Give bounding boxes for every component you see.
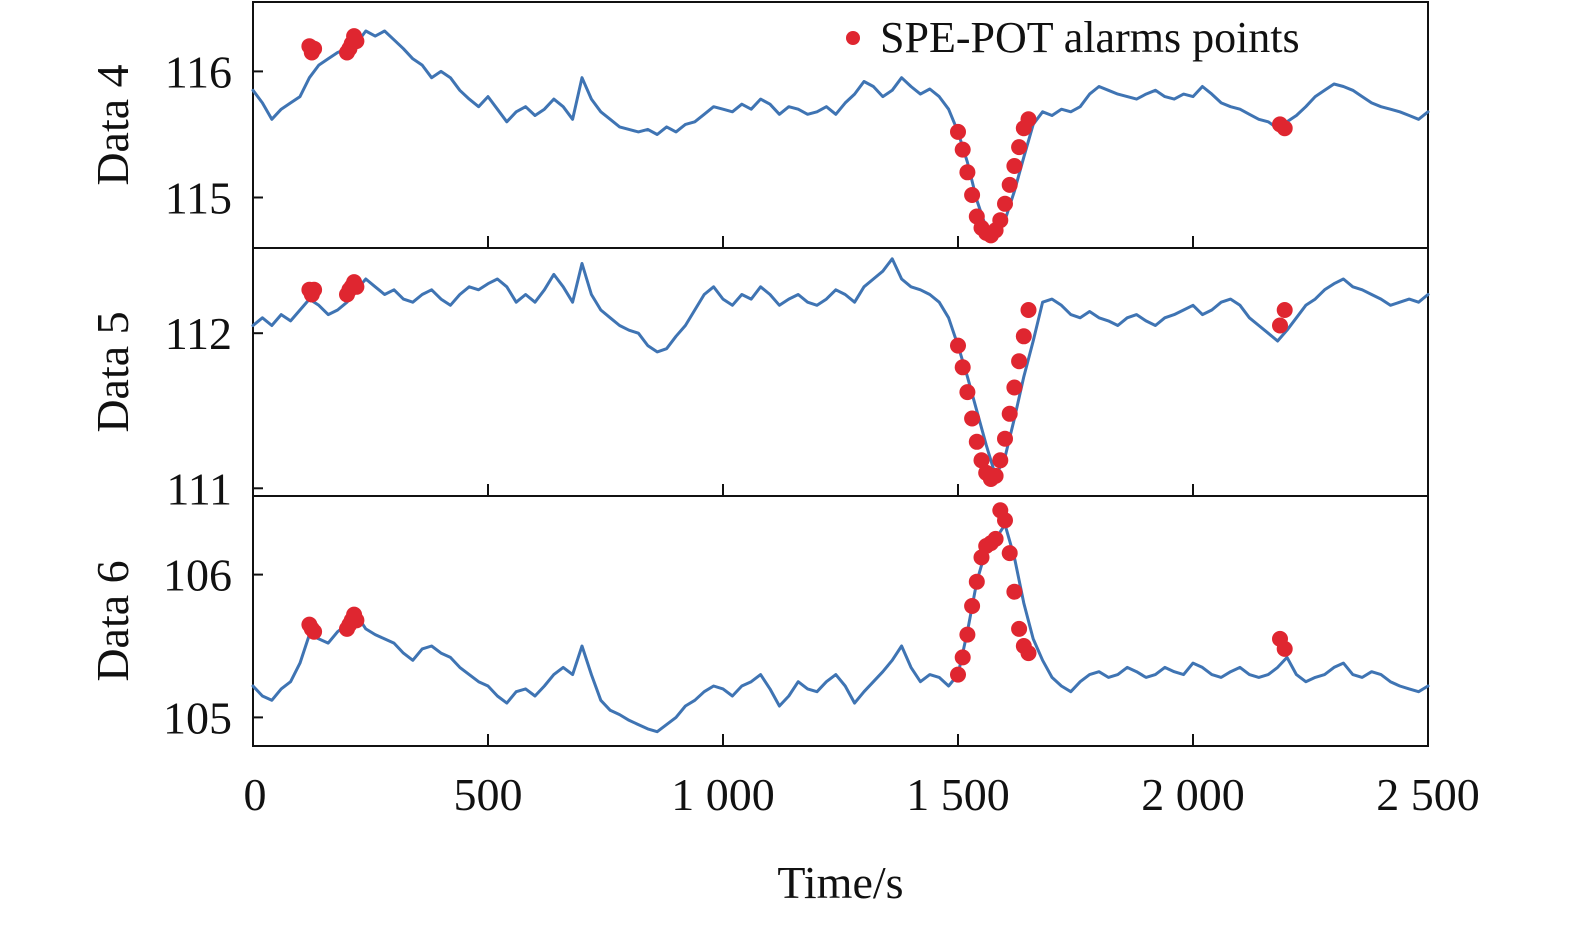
panel-2-alarm-point (1021, 302, 1037, 318)
x-tick-label: 500 (454, 769, 523, 820)
panel-2-alarm-point (348, 279, 364, 295)
legend-marker (846, 31, 860, 45)
chart-svg: 115 116 Data 4 111 112 Data 5 105 106 Data 6 0 50… (0, 0, 1575, 923)
panel-3-alarm-point (997, 512, 1013, 528)
panel-3-alarm-point (964, 598, 980, 614)
legend-layer: SPE-POT alarms points (846, 13, 1300, 62)
panel-3: 105 106 Data 6 (87, 496, 1428, 746)
panel-1-alarm-point (306, 41, 322, 57)
panel-3-y-tick-label: 106 (163, 550, 232, 601)
panel-3-y-tick-label: 105 (163, 692, 232, 743)
panel-2-y-tick-label: 112 (165, 308, 232, 359)
panel-2-alarm-point (1016, 328, 1032, 344)
panel-1-alarm-point (992, 212, 1008, 228)
panels-layer: 115 116 Data 4 111 112 Data 5 105 106 Data 6 (87, 2, 1428, 746)
panel-1-alarm-point (1277, 120, 1293, 136)
panel-3-alarm-point (1021, 645, 1037, 661)
panel-2-alarm-point (969, 434, 985, 450)
panel-3-alarm-point (306, 624, 322, 640)
panel-3-alarm-point (955, 649, 971, 665)
panel-2: 111 112 Data 5 (87, 248, 1428, 514)
panel-2-alarm-point (1272, 318, 1288, 334)
x-tick-label: 1 500 (906, 769, 1010, 820)
panel-1-y-axis-label: Data 4 (87, 64, 138, 185)
panel-1-alarm-point (1021, 111, 1037, 127)
panel-3-alarm-point (1011, 621, 1027, 637)
panel-3-frame (253, 496, 1428, 746)
panel-1-alarm-point (997, 196, 1013, 212)
panel-2-series-line (253, 259, 1428, 476)
panel-2-alarm-point (955, 359, 971, 375)
panel-2-alarm-point (306, 282, 322, 298)
panel-2-alarm-point (988, 468, 1004, 484)
x-tick-label: 2 500 (1376, 769, 1480, 820)
legend-label: SPE-POT alarms points (880, 13, 1300, 62)
panel-3-alarm-point (959, 627, 975, 643)
panel-3-alarm-point (950, 667, 966, 683)
panel-3-alarm-point (988, 531, 1004, 547)
panel-2-alarm-point (1277, 302, 1293, 318)
panel-2-y-tick-label: 111 (166, 463, 232, 514)
panel-1-y-tick-label: 115 (165, 173, 232, 224)
panel-3-alarm-point (348, 612, 364, 628)
panel-1-alarm-point (959, 164, 975, 180)
panel-1-y-tick-label: 116 (165, 46, 232, 97)
panel-2-alarm-point (964, 411, 980, 427)
panel-1-alarm-point (955, 142, 971, 158)
panel-1-alarm-point (950, 124, 966, 140)
panel-3-alarm-point (1002, 545, 1018, 561)
panel-3-alarm-point (1006, 584, 1022, 600)
panel-2-alarm-point (997, 431, 1013, 447)
x-axis-layer: 0 500 1 000 1 500 2 000 2 500 Time/s (244, 236, 1480, 908)
panel-3-alarm-point (1277, 641, 1293, 657)
panel-1-alarm-point (1011, 139, 1027, 155)
x-axis-label: Time/s (777, 857, 903, 908)
panel-2-alarm-point (1002, 406, 1018, 422)
x-tick-label: 2 000 (1141, 769, 1245, 820)
panel-2-y-axis-label: Data 5 (87, 311, 138, 432)
panel-2-frame (253, 248, 1428, 496)
panel-2-alarm-point (950, 338, 966, 354)
panel-1-alarm-point (964, 187, 980, 203)
panel-2-alarm-point (1006, 380, 1022, 396)
panel-2-alarm-point (992, 452, 1008, 468)
panel-1-alarm-point (348, 33, 364, 49)
panel-2-alarm-point (959, 384, 975, 400)
panel-1-alarm-point (1006, 158, 1022, 174)
panel-3-alarm-point (969, 574, 985, 590)
panel-3-y-axis-label: Data 6 (87, 560, 138, 681)
panel-2-alarm-point (1011, 353, 1027, 369)
x-tick-label: 1 000 (671, 769, 775, 820)
panel-3-series-line (253, 525, 1428, 732)
figure: 115 116 Data 4 111 112 Data 5 105 106 Data 6 0 50… (0, 0, 1575, 923)
x-tick-label: 0 (244, 769, 267, 820)
panel-1-alarm-point (1002, 177, 1018, 193)
